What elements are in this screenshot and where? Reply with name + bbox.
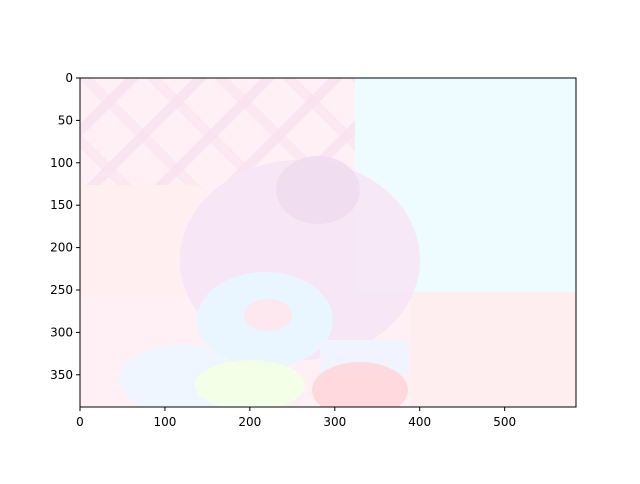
peach-floor-region <box>410 292 576 407</box>
x-tick-label: 100 <box>153 415 176 429</box>
x-tick-label: 200 <box>238 415 261 429</box>
image-content <box>80 78 576 407</box>
x-tick-label: 0 <box>76 415 84 429</box>
x-tick-label: 400 <box>408 415 431 429</box>
y-tick-label: 250 <box>50 283 73 297</box>
green-highlight <box>195 360 305 407</box>
y-tick-label: 150 <box>50 198 73 212</box>
y-tick-label: 0 <box>65 71 73 85</box>
red-accent <box>312 362 408 407</box>
head-shape <box>276 156 360 224</box>
y-tick-label: 350 <box>50 368 73 382</box>
axes-frame <box>79 77 577 408</box>
x-tick-label: 300 <box>323 415 346 429</box>
left-wall-region <box>80 185 200 295</box>
y-tick-label: 100 <box>50 156 73 170</box>
y-tick-label: 50 <box>58 113 73 127</box>
y-axis: 0 50 100 150 200 250 300 350 <box>50 71 80 382</box>
x-tick-label: 500 <box>493 415 516 429</box>
y-tick-label: 200 <box>50 241 73 255</box>
round-object-center <box>244 299 292 331</box>
x-axis: 0 100 200 300 400 500 <box>76 407 516 429</box>
y-tick-label: 300 <box>50 325 73 339</box>
